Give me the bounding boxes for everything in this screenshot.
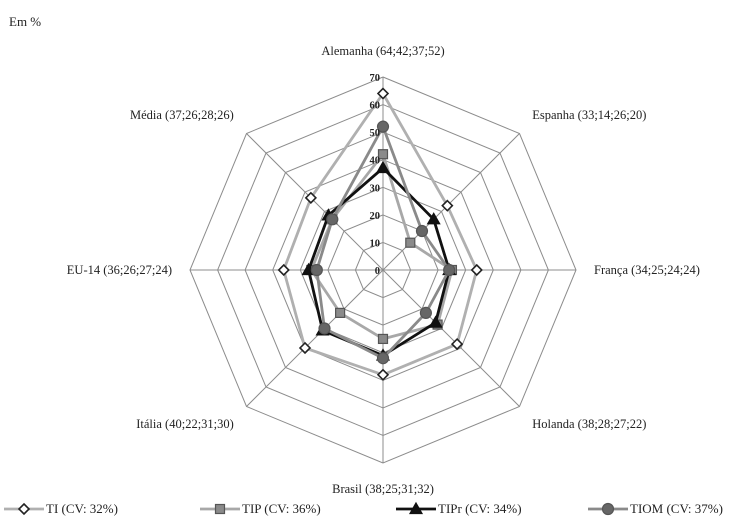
spoke-italia	[246, 269, 384, 407]
tick-label-10: 10	[370, 238, 381, 249]
point-ti-espanha	[441, 199, 454, 212]
radar-grid	[189, 76, 577, 464]
axis-label-alemanha: Alemanha (64;42;37;52)	[321, 44, 444, 58]
spoke-media	[246, 133, 384, 271]
tick-label-60: 60	[370, 101, 381, 112]
point-tip-alemanha	[377, 149, 389, 160]
legend-marker-tipr	[408, 501, 424, 515]
legend-marker-ti	[17, 502, 31, 516]
legend: TI (CV: 32%) TIP (CV: 36%) TIPr (CV: 34%) T…	[4, 501, 723, 516]
legend-item-tip: TIP (CV: 36%)	[200, 501, 321, 516]
point-tiom-alemanha	[376, 120, 390, 133]
point-tiom-eu-14	[310, 263, 323, 277]
point-tip-espanha	[405, 237, 416, 248]
point-ti-eu-14	[277, 263, 290, 277]
legend-label-tipr: TIPr (CV: 34%)	[438, 501, 522, 516]
tick-label-20: 20	[370, 211, 381, 222]
series-tiom	[310, 120, 456, 365]
spoke-espanha	[382, 133, 520, 271]
series-ti	[277, 87, 483, 381]
legend-item-tiom: TIOM (CV: 37%)	[588, 501, 723, 516]
axis-label-espanha: Espanha (33;14;26;20)	[532, 108, 646, 122]
series-line-ti	[282, 92, 479, 377]
legend-label-tiom: TIOM (CV: 37%)	[630, 501, 723, 516]
radar-series	[277, 87, 483, 381]
tick-label-0: 0	[375, 266, 380, 277]
point-tiom-espanha	[415, 224, 429, 238]
point-tip-brasil	[377, 333, 389, 345]
spoke-holanda	[382, 269, 520, 407]
legend-marker-tiom	[601, 502, 615, 516]
point-tiom-media	[326, 213, 339, 226]
tick-label-30: 30	[370, 183, 381, 194]
axis-labels: Alemanha (64;42;37;52) Espanha (33;14;26;…	[67, 44, 700, 496]
point-tiom-brasil	[376, 352, 390, 365]
axis-label-holanda: Holanda (38;28;27;22)	[532, 417, 646, 431]
legend-item-ti: TI (CV: 32%)	[4, 501, 118, 516]
point-tiom-holanda	[419, 306, 432, 319]
point-tiom-franca	[443, 263, 456, 277]
legend-item-tipr: TIPr (CV: 34%)	[396, 501, 522, 516]
axis-label-italia: Itália (40;22;31;30)	[136, 417, 234, 431]
point-tipr-alemanha	[375, 160, 391, 174]
point-tip-italia	[335, 307, 346, 318]
point-tipr-espanha	[426, 212, 441, 225]
tick-label-70: 70	[370, 73, 381, 84]
legend-label-tip: TIP (CV: 36%)	[242, 501, 321, 516]
point-ti-holanda	[450, 337, 464, 351]
point-ti-brasil	[376, 368, 390, 381]
tick-label-40: 40	[370, 156, 381, 167]
radial-ticks: 0 10 20 30 40 50 60 70	[370, 73, 381, 277]
point-ti-media	[304, 191, 317, 204]
point-ti-alemanha	[376, 87, 390, 100]
legend-marker-tip	[214, 503, 226, 515]
point-ti-italia	[298, 341, 312, 355]
axis-label-brasil: Brasil (38;25;31;32)	[332, 482, 434, 496]
point-ti-franca	[470, 263, 483, 277]
axis-label-media: Média (37;26;28;26)	[130, 108, 234, 122]
tick-label-50: 50	[370, 128, 381, 139]
axis-label-eu-14: EU-14 (36;26;27;24)	[67, 263, 172, 277]
legend-label-ti: TI (CV: 32%)	[46, 501, 118, 516]
unit-label: Em %	[9, 14, 41, 29]
point-tiom-italia	[318, 322, 331, 335]
point-tipr-holanda	[428, 315, 443, 328]
axis-label-franca: França (34;25;24;24)	[594, 263, 700, 277]
